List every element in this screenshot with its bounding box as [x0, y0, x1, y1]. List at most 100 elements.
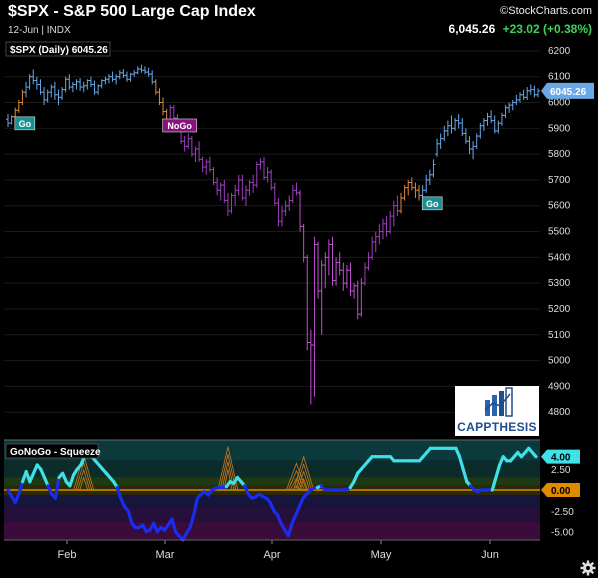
osc-tag-text: 4.00 [551, 453, 571, 464]
price-bar [467, 136, 472, 155]
nogo-label: NoGo [162, 118, 197, 133]
price-bar [388, 210, 393, 235]
price-tick-label: 4800 [548, 407, 571, 418]
price-bar [456, 114, 461, 129]
date-exchange: 12-Jun | INDX [8, 25, 71, 36]
osc-segment [461, 467, 469, 484]
squeeze-marker [217, 446, 239, 491]
osc-segment [286, 521, 294, 538]
price-bar [438, 133, 443, 149]
price-bar [424, 174, 429, 193]
price-bar [92, 80, 97, 95]
price-bar [449, 115, 454, 134]
price-bar [272, 182, 277, 206]
squeeze-hatch [219, 454, 237, 491]
osc-tag-shape [541, 449, 580, 464]
legend-box [5, 41, 111, 57]
logo-text: CAPPTHESIS [457, 420, 537, 434]
osc-band [4, 521, 540, 540]
price-bar [355, 280, 360, 320]
price-bar [88, 76, 93, 88]
osc-tag-text: 0.00 [551, 486, 571, 497]
price-bar [517, 92, 522, 103]
osc-segment [188, 513, 196, 530]
price-bar [211, 167, 216, 186]
osc-segment [494, 463, 502, 480]
price-tick-label: 5800 [548, 149, 571, 160]
annotation-box [162, 118, 197, 133]
osc-tick-label: -5.00 [551, 528, 574, 539]
price-bar [496, 120, 501, 134]
gear-icon[interactable] [580, 560, 596, 576]
price-bar [398, 192, 403, 214]
price-bar [182, 136, 187, 152]
price-bar [532, 85, 537, 98]
price-readout: 6,045.26 +23.02 (+0.38%) [449, 22, 592, 36]
price-bar [189, 136, 194, 157]
price-bar [348, 262, 353, 297]
price-bar [225, 192, 230, 217]
price-bar [528, 84, 533, 95]
price-bar [507, 102, 512, 113]
x-tick-label: Mar [156, 549, 175, 561]
price-bar [380, 218, 385, 240]
price-bar [218, 182, 223, 201]
price-bar [153, 79, 158, 95]
price-bar [34, 76, 39, 90]
price-bar [106, 74, 111, 84]
brand-link[interactable]: ©StockCharts.com [500, 5, 592, 17]
price-bar [366, 252, 371, 271]
price-bar [514, 94, 519, 106]
price-bar [431, 159, 436, 178]
x-tick-label: Jun [481, 549, 499, 561]
squeeze-hatch [79, 476, 89, 491]
price-bar [463, 128, 468, 144]
price-tick-label: 5400 [548, 252, 571, 263]
squeeze-marker [293, 455, 315, 491]
osc-segment [192, 496, 199, 517]
price-bar [370, 236, 375, 260]
price-bar [186, 133, 191, 149]
price-bar [243, 185, 248, 206]
price-bar [280, 205, 285, 227]
price-bar [478, 123, 483, 139]
logo-bars-icon [484, 387, 513, 417]
price-bar [254, 161, 259, 188]
price-bar [330, 236, 335, 286]
price-bar [481, 118, 486, 131]
annotation-box [421, 196, 443, 211]
price-bar [229, 192, 234, 214]
squeeze-hatch [75, 461, 93, 491]
price-bar [471, 141, 476, 160]
squeeze-hatch [299, 478, 309, 491]
price-bar [49, 84, 54, 98]
price-bar [99, 79, 104, 89]
price-bar [409, 177, 414, 191]
chart-title: $SPX - S&P 500 Large Cap Index [8, 3, 256, 20]
price-bar [233, 185, 238, 206]
price-bar [377, 223, 382, 245]
price-bar [283, 200, 288, 217]
price-tag-shape [541, 82, 594, 99]
price-bar [402, 185, 407, 201]
price-bar [406, 179, 411, 196]
price-bar [485, 112, 490, 126]
price-bar [128, 72, 133, 82]
price-bar [207, 156, 212, 173]
price-bar [161, 97, 166, 116]
price-tick-label: 5700 [548, 175, 571, 186]
price-bar [352, 283, 357, 299]
price-bar [341, 262, 346, 291]
price-bar [261, 156, 266, 180]
price-bar [150, 70, 155, 85]
price-tick-label: 5200 [548, 304, 571, 315]
price-tick-label: 4900 [548, 381, 571, 392]
price-bar [70, 81, 75, 93]
price-bar [492, 115, 497, 134]
price-bar [499, 112, 504, 126]
price-bar [139, 64, 144, 73]
price-bar [384, 216, 389, 237]
squeeze-hatch [221, 461, 235, 491]
price-bar [427, 169, 432, 186]
